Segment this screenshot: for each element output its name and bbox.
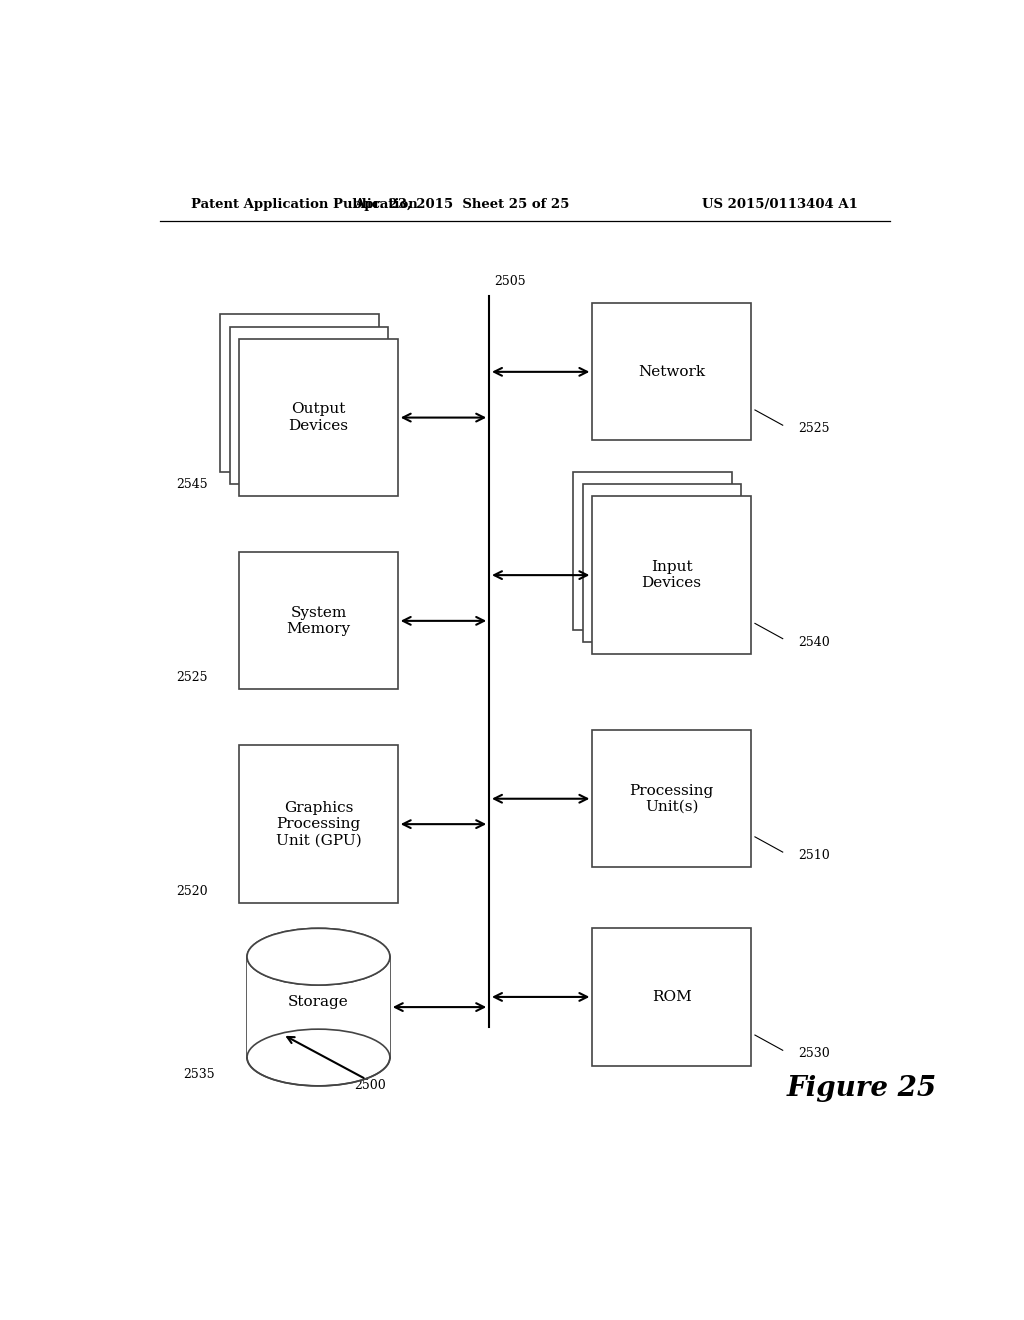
Text: System
Memory: System Memory xyxy=(287,606,350,636)
Text: ROM: ROM xyxy=(651,990,691,1005)
Bar xyxy=(592,730,751,867)
Bar xyxy=(220,314,379,473)
Text: 2535: 2535 xyxy=(183,1068,215,1081)
Text: Processing
Unit(s): Processing Unit(s) xyxy=(630,784,714,814)
Text: US 2015/0113404 A1: US 2015/0113404 A1 xyxy=(702,198,858,211)
Text: Storage: Storage xyxy=(288,995,349,1008)
Text: Output
Devices: Output Devices xyxy=(289,403,348,433)
Bar xyxy=(592,928,751,1065)
Bar xyxy=(573,473,732,630)
Text: 2510: 2510 xyxy=(799,849,830,862)
Text: 2500: 2500 xyxy=(354,1078,386,1092)
Text: 2525: 2525 xyxy=(176,672,207,684)
Bar xyxy=(583,484,741,642)
Text: 2530: 2530 xyxy=(799,1048,830,1060)
Text: 2520: 2520 xyxy=(176,884,207,898)
Text: 2545: 2545 xyxy=(176,478,207,491)
Text: Figure 25: Figure 25 xyxy=(786,1074,937,1102)
Bar xyxy=(247,957,390,1057)
Bar xyxy=(229,326,388,484)
Text: Input
Devices: Input Devices xyxy=(642,560,701,590)
Ellipse shape xyxy=(247,1030,390,1086)
Bar xyxy=(239,339,397,496)
Text: Network: Network xyxy=(638,364,706,379)
Text: 2505: 2505 xyxy=(495,276,526,289)
Bar xyxy=(592,304,751,441)
Text: 2525: 2525 xyxy=(799,422,830,436)
Text: 2540: 2540 xyxy=(799,636,830,649)
Text: Patent Application Publication: Patent Application Publication xyxy=(191,198,418,211)
Bar xyxy=(239,552,397,689)
Ellipse shape xyxy=(247,928,390,985)
Bar xyxy=(592,496,751,653)
Text: Apr. 23, 2015  Sheet 25 of 25: Apr. 23, 2015 Sheet 25 of 25 xyxy=(353,198,569,211)
Ellipse shape xyxy=(247,928,390,985)
Bar xyxy=(239,746,397,903)
Text: Graphics
Processing
Unit (GPU): Graphics Processing Unit (GPU) xyxy=(275,801,361,847)
